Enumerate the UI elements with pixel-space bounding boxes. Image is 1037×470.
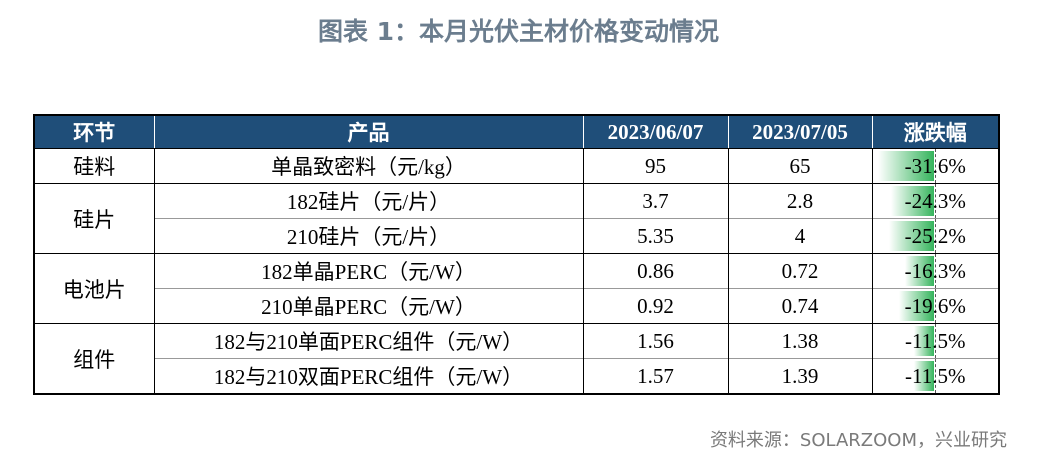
price-table: 环节 产品 2023/06/07 2023/07/05 涨跌幅 硅料 单晶致密料（元/kg… [33, 114, 1000, 395]
bar-axis [934, 324, 936, 358]
bar-axis [934, 289, 936, 323]
change-value: -25.2% [904, 223, 966, 248]
table-row: 182与210双面PERC组件（元/W） 1.57 1.39 -11.5% [34, 358, 1000, 394]
table-row: 210单晶PERC（元/W） 0.92 0.74 -19.6% [34, 288, 1000, 324]
table-cell: 1.57 [582, 358, 729, 394]
table-row: 210硅片（元/片） 5.35 4 -25.2% [34, 218, 1000, 254]
bar-axis [934, 359, 936, 393]
change-value: -19.6% [904, 293, 966, 318]
table-cell: 65 [727, 148, 873, 184]
bar-axis [934, 149, 936, 183]
change-value: -11.5% [905, 363, 966, 388]
data-bar [889, 221, 935, 251]
header-cell: 2023/06/07 [582, 114, 729, 149]
data-bar [913, 326, 935, 356]
data-bar [877, 151, 935, 181]
table-cell: 3.7 [582, 183, 729, 219]
table-cell: 0.92 [582, 288, 729, 324]
header-cell: 产品 [153, 114, 584, 149]
table-row: 硅片 182硅片（元/片） 3.7 2.8 -24.3% [33, 183, 1000, 254]
table-cell: 0.86 [582, 253, 729, 289]
table-cell: 1.56 [582, 323, 729, 359]
table-cell: 182与210单面PERC组件（元/W） [153, 323, 584, 359]
header-cell: 涨跌幅 [871, 114, 1000, 149]
data-bar [905, 256, 935, 286]
table-row: 硅料 单晶致密料（元/kg） 95 65 -31.6% [33, 148, 1000, 184]
change-value: -31.6% [904, 153, 966, 178]
header-row: 环节 产品 2023/06/07 2023/07/05 涨跌幅 [33, 114, 1000, 149]
change-value: -24.3% [904, 188, 966, 213]
change-cell: -19.6% [871, 288, 1000, 324]
data-bar [913, 361, 935, 391]
source-note: 资料来源：SOLARZOOM，兴业研究 [709, 430, 1007, 451]
data-bar [890, 186, 935, 216]
change-cell: -31.6% [871, 148, 1000, 184]
group-cell: 硅料 [33, 148, 155, 184]
table-body: 硅料 单晶致密料（元/kg） 95 65 -31.6% 硅片 182硅片（元/片） 3.7 2.… [33, 148, 1000, 394]
table-cell: 210单晶PERC（元/W） [153, 288, 584, 324]
table-cell: 0.72 [727, 253, 873, 289]
table-cell: 95 [582, 148, 729, 184]
group-cell: 电池片 [33, 253, 155, 324]
table-cell: 182单晶PERC（元/W） [153, 253, 584, 289]
change-cell: -16.3% [871, 253, 1000, 289]
bar-axis [934, 254, 936, 288]
group-cell: 组件 [33, 323, 155, 394]
change-value: -16.3% [904, 258, 966, 283]
table-cell: 182与210双面PERC组件（元/W） [153, 358, 584, 394]
table-cell: 单晶致密料（元/kg） [153, 148, 584, 184]
change-cell: -24.3% [871, 183, 1000, 219]
table-cell: 210硅片（元/片） [153, 218, 584, 254]
table-cell: 2.8 [727, 183, 873, 219]
table-cell: 182硅片（元/片） [153, 183, 584, 219]
table-row: 组件 182与210单面PERC组件（元/W） 1.56 1.38 -11.5% [33, 323, 1000, 394]
table-cell: 1.39 [727, 358, 873, 394]
table-cell: 5.35 [582, 218, 729, 254]
header-cell: 2023/07/05 [727, 114, 873, 149]
data-bar [899, 291, 935, 321]
header-cell: 环节 [33, 114, 155, 149]
title: 图表 1：本月光伏主材价格变动情况 [317, 17, 720, 46]
group-cell: 硅片 [33, 183, 155, 254]
table-cell: 4 [727, 218, 873, 254]
bar-axis [934, 219, 936, 253]
change-value: -11.5% [905, 328, 966, 353]
table-row: 电池片 182单晶PERC（元/W） 0.86 0.72 -16.3% [33, 253, 1000, 324]
change-cell: -11.5% [871, 358, 1000, 394]
table-cell: 0.74 [727, 288, 873, 324]
change-cell: -11.5% [871, 323, 1000, 359]
table-cell: 1.38 [727, 323, 873, 359]
bar-axis [934, 184, 936, 218]
change-cell: -25.2% [871, 218, 1000, 254]
